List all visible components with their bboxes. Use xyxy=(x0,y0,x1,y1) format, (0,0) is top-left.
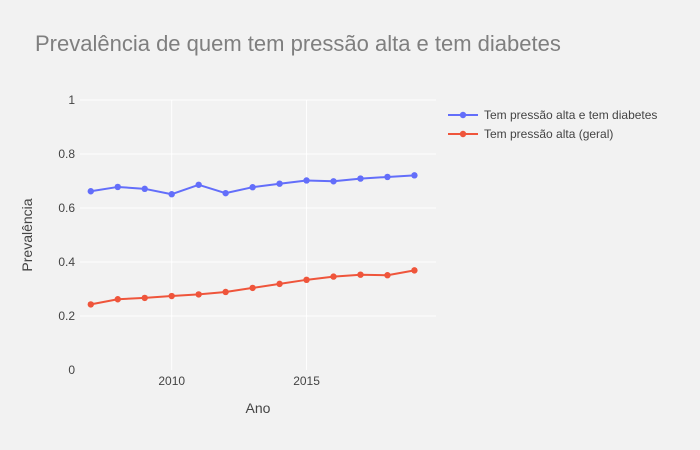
data-point[interactable] xyxy=(141,294,148,302)
data-point[interactable] xyxy=(87,301,94,308)
data-point[interactable] xyxy=(411,172,418,179)
legend-item[interactable]: Tem pressão alta (geral) xyxy=(448,127,613,141)
legend-item[interactable]: Tem pressão alta e tem diabetes xyxy=(448,108,657,122)
series-1 xyxy=(87,172,418,198)
legend-label: Tem pressão alta (geral) xyxy=(484,127,613,141)
grid-lines xyxy=(80,99,436,370)
data-point[interactable] xyxy=(330,178,337,185)
data-point[interactable] xyxy=(384,173,391,181)
data-point[interactable] xyxy=(114,183,121,191)
chart-title: Prevalência de quem tem pressão alta e t… xyxy=(35,31,561,56)
data-point[interactable] xyxy=(357,271,364,278)
y-axis-title: Prevalência xyxy=(19,198,35,271)
data-point[interactable] xyxy=(303,177,310,184)
data-point[interactable] xyxy=(168,191,175,198)
data-point[interactable] xyxy=(276,180,283,187)
data-point[interactable] xyxy=(168,292,175,300)
legend[interactable]: Tem pressão alta e tem diabetes Tem press… xyxy=(448,108,657,141)
legend-marker xyxy=(459,130,467,138)
data-point[interactable] xyxy=(222,189,229,197)
legend-label: Tem pressão alta e tem diabetes xyxy=(484,108,657,122)
data-point[interactable] xyxy=(384,272,391,279)
data-point[interactable] xyxy=(195,291,202,298)
y-tick-label: 0 xyxy=(68,363,75,377)
y-tick-label: 0.8 xyxy=(58,147,75,161)
data-point[interactable] xyxy=(303,276,310,284)
y-tick-label: 1 xyxy=(68,93,75,107)
data-point[interactable] xyxy=(411,267,418,274)
data-point[interactable] xyxy=(276,280,283,288)
data-point[interactable] xyxy=(114,296,121,303)
x-tick-label: 2015 xyxy=(293,374,320,388)
data-point[interactable] xyxy=(330,273,337,280)
data-point[interactable] xyxy=(249,184,256,191)
y-tick-label: 0.4 xyxy=(58,255,75,269)
data-point[interactable] xyxy=(87,188,94,195)
data-point[interactable] xyxy=(222,288,229,296)
x-tick-label: 2010 xyxy=(158,374,185,388)
data-point[interactable] xyxy=(141,185,148,193)
series-layer xyxy=(87,172,418,308)
data-point[interactable] xyxy=(249,284,256,292)
legend-marker xyxy=(459,111,467,119)
x-axis-title: Ano xyxy=(246,400,271,416)
y-tick-label: 0.2 xyxy=(58,309,75,323)
data-point[interactable] xyxy=(357,175,364,182)
series-2 xyxy=(87,267,418,308)
data-point[interactable] xyxy=(195,181,202,188)
y-tick-label: 0.6 xyxy=(58,201,75,215)
axis-ticks: 0 0.2 0.4 0.6 0.8 1 2010 2015 xyxy=(58,93,320,388)
